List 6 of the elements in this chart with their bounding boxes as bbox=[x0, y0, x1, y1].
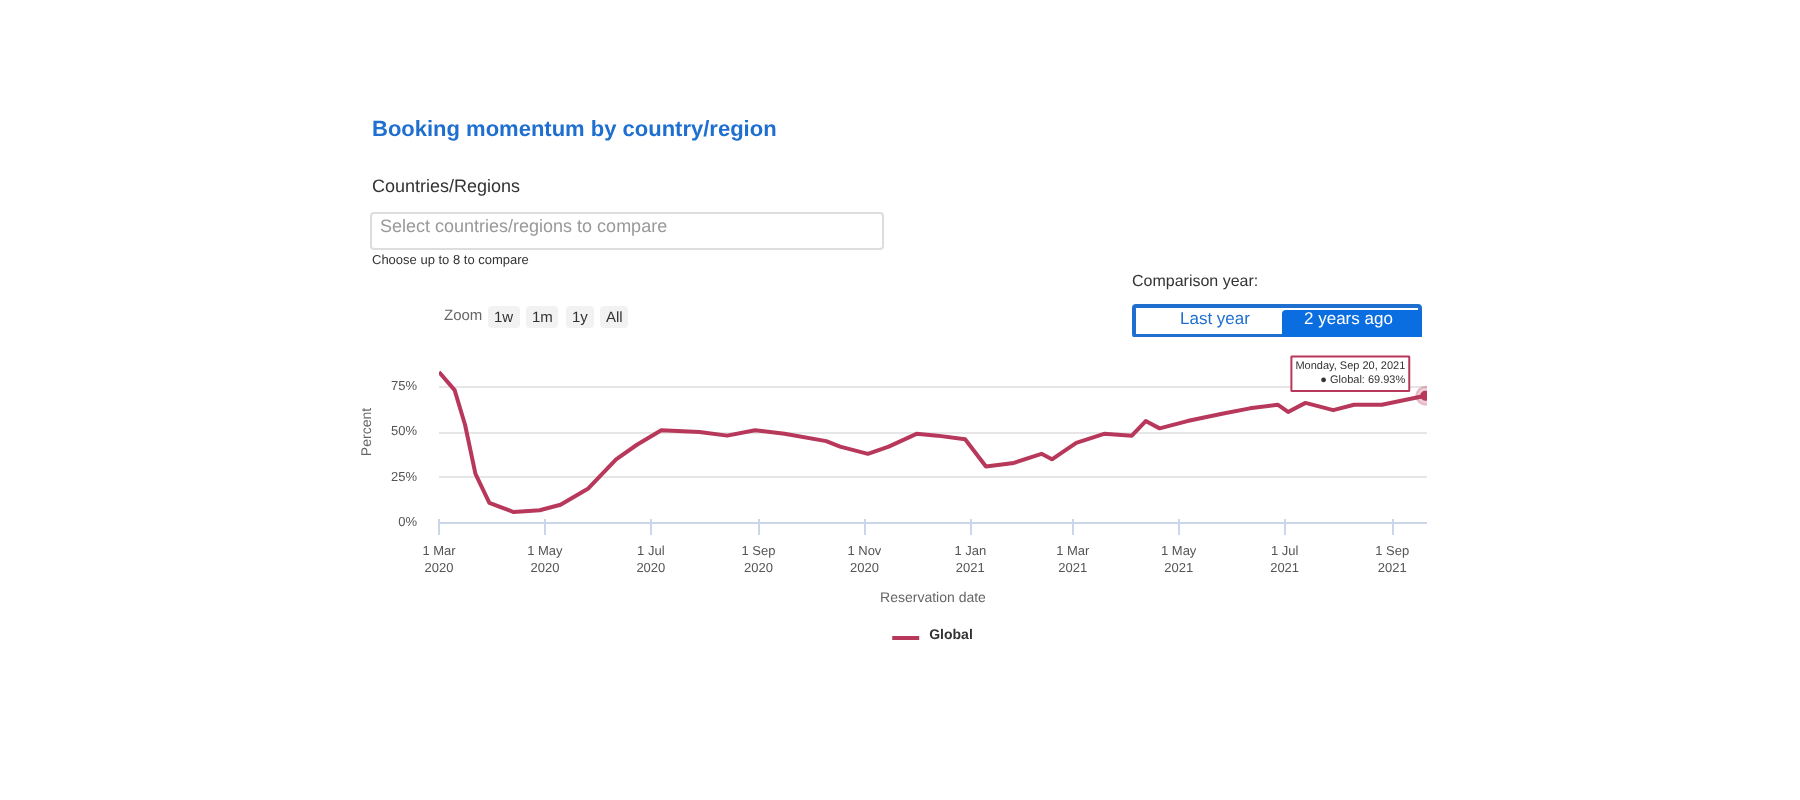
text: Last year bbox=[1180, 308, 1250, 328]
text: 2 years ago bbox=[1304, 308, 1393, 328]
text: Comparison year: bbox=[1132, 272, 1259, 290]
text: Select countries/regions to compare bbox=[380, 216, 668, 236]
text: Countries/Regions bbox=[372, 176, 521, 196]
chart-title: Booking momentum by country/region bbox=[372, 118, 777, 142]
